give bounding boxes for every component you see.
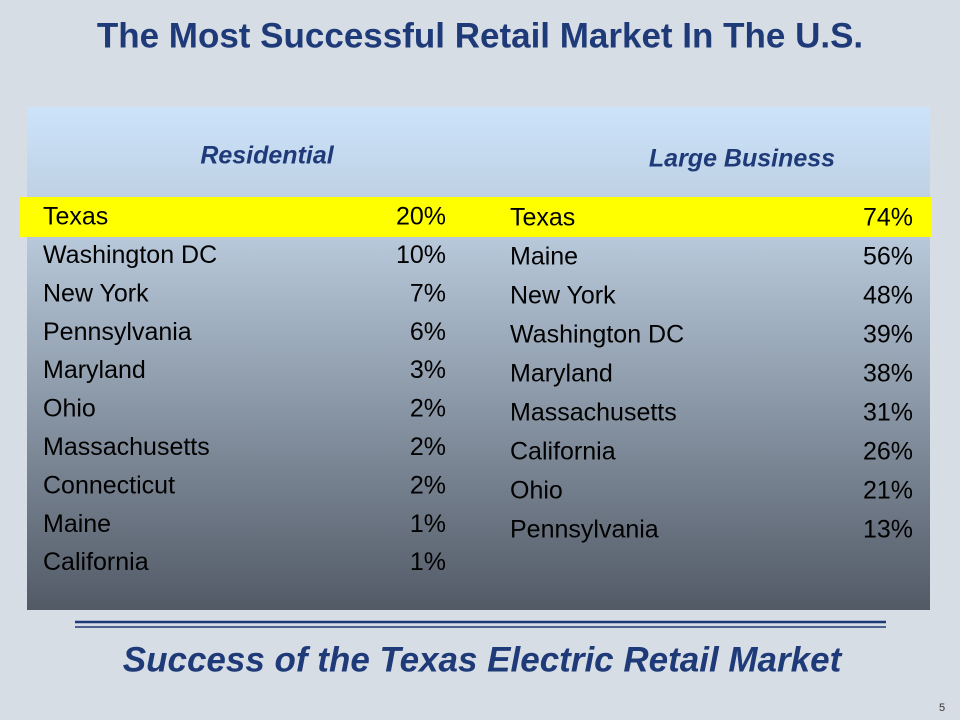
- share-value: 1%: [410, 548, 446, 576]
- share-value: 2%: [410, 433, 446, 461]
- state-name: Maryland: [43, 356, 146, 384]
- state-name: Texas: [43, 203, 108, 231]
- state-name: California: [43, 548, 149, 576]
- share-value: 38%: [863, 360, 913, 388]
- share-value: 31%: [863, 399, 913, 427]
- share-value: 2%: [410, 471, 446, 499]
- state-name: Pennsylvania: [510, 516, 659, 544]
- footer-caption: Success of the Texas Electric Retail Mar…: [123, 640, 843, 679]
- state-name: California: [510, 438, 616, 466]
- table-rows: Texas 20% Washington DC 10% New York 7% Pennsy…: [43, 203, 913, 577]
- state-name: Massachusetts: [510, 399, 677, 427]
- state-name: New York: [510, 282, 616, 310]
- state-name: Ohio: [43, 395, 96, 423]
- state-name: Pennsylvania: [43, 318, 192, 346]
- state-name: Ohio: [510, 477, 563, 505]
- share-value: 20%: [396, 203, 446, 231]
- state-name: Texas: [510, 204, 575, 232]
- share-value: 48%: [863, 282, 913, 310]
- table-heading: Residential: [200, 142, 334, 170]
- share-value: 2%: [410, 395, 446, 423]
- slide-title: The Most Successful Retail Market In The…: [97, 16, 863, 55]
- share-value: 26%: [863, 438, 913, 466]
- table-panel: [27, 107, 930, 610]
- highlight-band: [20, 197, 932, 237]
- state-name: Massachusetts: [43, 433, 210, 461]
- share-value: 10%: [396, 241, 446, 269]
- table-heading: Large Business: [649, 145, 835, 173]
- share-value: 3%: [410, 356, 446, 384]
- share-value: 39%: [863, 321, 913, 349]
- state-name: Maine: [43, 510, 111, 538]
- share-value: 1%: [410, 510, 446, 538]
- state-name: Maine: [510, 243, 578, 271]
- page-number: 5: [939, 702, 945, 714]
- state-name: Washington DC: [510, 321, 684, 349]
- state-name: Washington DC: [43, 241, 217, 269]
- share-value: 56%: [863, 243, 913, 271]
- state-name: Connecticut: [43, 471, 175, 499]
- share-value: 21%: [863, 477, 913, 505]
- share-value: 7%: [410, 279, 446, 307]
- share-value: 6%: [410, 318, 446, 346]
- share-value: 13%: [863, 516, 913, 544]
- share-value: 74%: [863, 204, 913, 232]
- state-name: Maryland: [510, 360, 613, 388]
- state-name: New York: [43, 279, 149, 307]
